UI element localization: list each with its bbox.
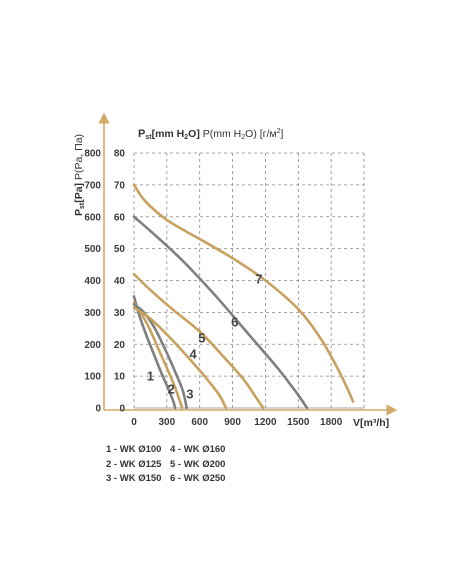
y-tick-label-pa: 700: [84, 180, 101, 191]
y-tick-label-mm: 60: [114, 212, 126, 223]
x-tick-label: 1200: [254, 417, 277, 428]
series-label-6: 6: [231, 315, 238, 330]
series-label-3: 3: [186, 386, 193, 401]
y-tick-label-pa: 0: [95, 404, 101, 415]
series-label-2: 2: [168, 382, 175, 397]
x-tick-label: 0: [131, 417, 137, 428]
y-tick-label-pa: 200: [84, 340, 101, 351]
top-title-p: P: [138, 128, 145, 140]
y-title-pa: [Pa]: [73, 183, 85, 203]
legend-item: 1 - WK Ø100: [106, 444, 162, 455]
y-tick-label-pa: 400: [84, 276, 101, 287]
axes: [98, 112, 398, 416]
legend-column-1: 1 - WK Ø100 2 - WK Ø125 3 - WK Ø150: [106, 443, 186, 487]
x-tick-label: 600: [191, 417, 208, 428]
top-title-rest2: O) [г/м: [245, 128, 276, 140]
top-title-mm: [mm H: [152, 128, 185, 140]
x-axis-title: V[m³/h]: [353, 417, 389, 429]
top-title-rest: P(mm H: [200, 128, 241, 140]
y-tick-label-mm: 40: [114, 276, 126, 287]
x-tick-label: 1500: [287, 417, 310, 428]
y-tick-label-pa: 800: [84, 149, 101, 160]
y-tick-label-mm: 70: [114, 180, 126, 191]
top-title-sup: 2: [277, 128, 281, 135]
y-tick-label-mm: 20: [114, 340, 126, 351]
legend-column-2: 4 - WK Ø160 5 - WK Ø200 6 - WK Ø250: [170, 443, 250, 487]
x-tick-label: 300: [159, 417, 176, 428]
y-title-sub: st: [79, 202, 86, 209]
series-curve-6: [132, 215, 309, 410]
y-tick-label-mm: 10: [114, 372, 126, 383]
legend-item: 4 - WK Ø160: [170, 444, 226, 455]
legend-item: 2 - WK Ø125: [106, 458, 162, 470]
top-title-sub3: 2: [241, 134, 245, 141]
series-label-1: 1: [147, 368, 154, 383]
series-labels: 12 3 45 6 7: [147, 272, 263, 402]
y-tick-label-mm: 0: [119, 404, 125, 415]
y-tick-label-pa: 300: [84, 308, 101, 319]
series-curve-1: [132, 295, 177, 410]
legend-item: 3 - WK Ø150: [106, 473, 162, 484]
series-curve-7: [132, 183, 355, 403]
series-label-5: 5: [198, 331, 205, 346]
legend-item: 6 - WK Ø250: [170, 473, 226, 484]
tick-labels: 0100200300400500600700800010203040506070…: [84, 149, 342, 429]
series-curves: [132, 183, 355, 410]
y-tick-label-pa: 500: [84, 244, 101, 255]
y-tick-label-mm: 30: [114, 308, 126, 319]
top-title-sub: st: [145, 134, 152, 141]
top-title-o: O]: [188, 128, 200, 140]
x-tick-label: 900: [224, 417, 241, 428]
y-tick-label-mm: 50: [114, 244, 126, 255]
series-curve-5: [132, 272, 265, 410]
x-tick-label: 1800: [320, 417, 343, 428]
y-title-p: P: [73, 209, 85, 216]
top-title-rest3: ]: [281, 128, 284, 140]
series-label-4: 4: [190, 347, 198, 362]
top-title-sub2: 2: [184, 134, 188, 141]
y-axis-title: Pst[Pa] P(Pa, Па): [73, 134, 86, 216]
top-axis-title: Pst[mm H2O] P(mm H2O) [г/м2]: [138, 128, 284, 141]
y-tick-label-mm: 80: [114, 149, 126, 160]
legend-item: 5 - WK Ø200: [170, 458, 226, 470]
series-curve-4: [132, 306, 228, 410]
y-title-rest: P(Pa, Па): [73, 134, 85, 183]
series-label-7: 7: [255, 272, 262, 287]
y-tick-label-pa: 100: [84, 372, 101, 383]
y-tick-label-pa: 600: [84, 212, 101, 223]
